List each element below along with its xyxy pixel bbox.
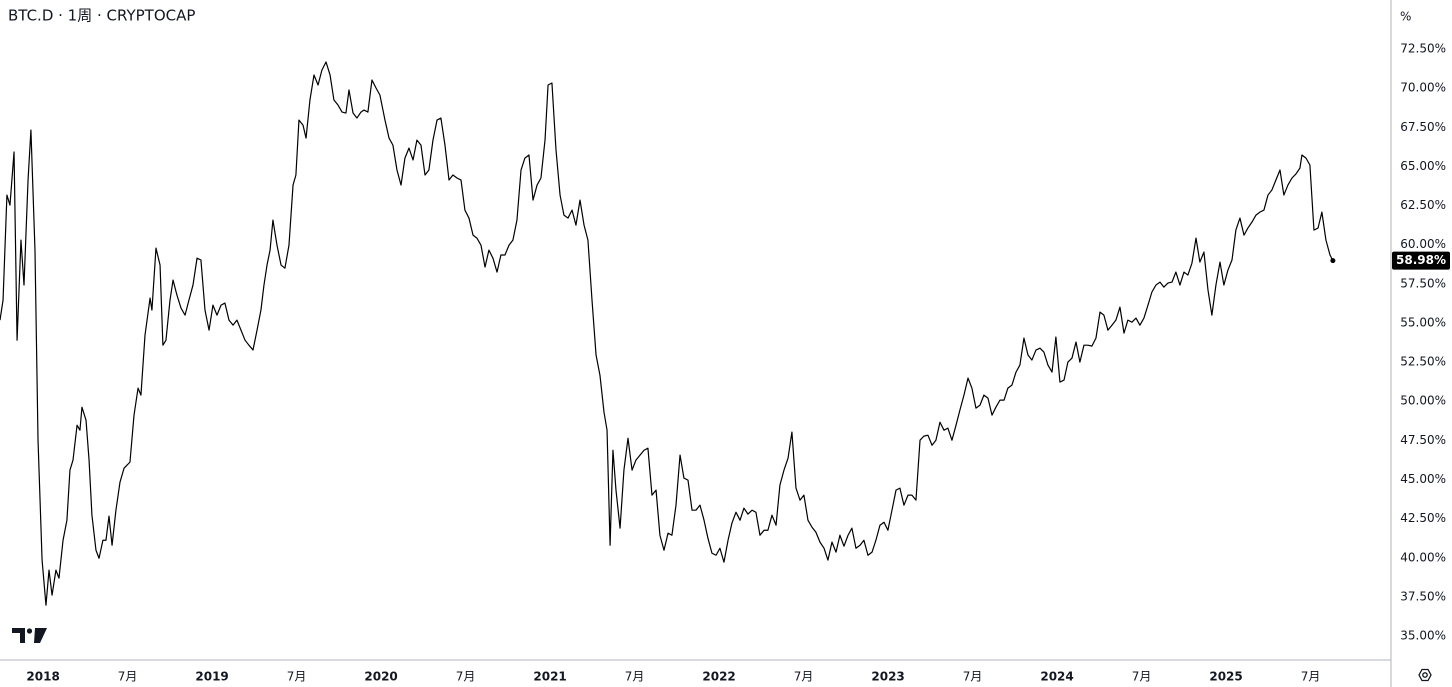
x-tick-label: 2021 [533,670,566,684]
x-tick-label: 7月 [963,670,983,684]
y-tick-label: 57.50% [1400,276,1446,290]
x-tick-label: 7月 [1301,670,1321,684]
price-label-box [1392,251,1450,270]
y-tick-label: 40.00% [1400,550,1446,564]
y-tick-label: 45.00% [1400,472,1446,486]
settings-icon[interactable] [1418,668,1432,682]
chart-title: BTC.D · 1周 · CRYPTOCAP [8,7,195,25]
x-tick-label: 2018 [26,670,59,684]
x-tick-label: 2024 [1040,670,1073,684]
x-tick-label: 2019 [195,670,228,684]
x-tick-label: 7月 [1132,670,1152,684]
x-tick-label: 2023 [871,670,904,684]
x-tick-label: 7月 [625,670,645,684]
y-tick-label: 60.00% [1400,237,1446,251]
y-tick-label: 55.00% [1400,315,1446,329]
x-tick-label: 2025 [1209,670,1242,684]
y-tick-label: 62.50% [1400,198,1446,212]
y-tick-label: 42.50% [1400,511,1446,525]
line [0,61,1334,606]
y-tick-label: 67.50% [1400,120,1446,134]
y-tick-label: 72.50% [1400,41,1446,55]
x-tick-label: 2020 [364,670,397,684]
x-tick-label: 7月 [118,670,138,684]
x-tick-label: 7月 [456,670,476,684]
y-tick-label: 37.50% [1400,589,1446,603]
y-tick-label: 65.00% [1400,159,1446,173]
x-tick-label: 7月 [794,670,814,684]
x-tick-label: 2022 [702,670,735,684]
price-label: 58.98% [1396,253,1446,267]
y-tick-label: 70.00% [1400,81,1446,95]
unit-label: % [1400,10,1411,24]
y-tick-label: 47.50% [1400,433,1446,447]
x-tick-label: 7月 [287,670,307,684]
last-point [1330,258,1336,264]
y-tick-label: 50.00% [1400,394,1446,408]
y-tick-label: 35.00% [1400,629,1446,643]
y-tick-label: 52.50% [1400,355,1446,369]
logo [12,628,47,643]
